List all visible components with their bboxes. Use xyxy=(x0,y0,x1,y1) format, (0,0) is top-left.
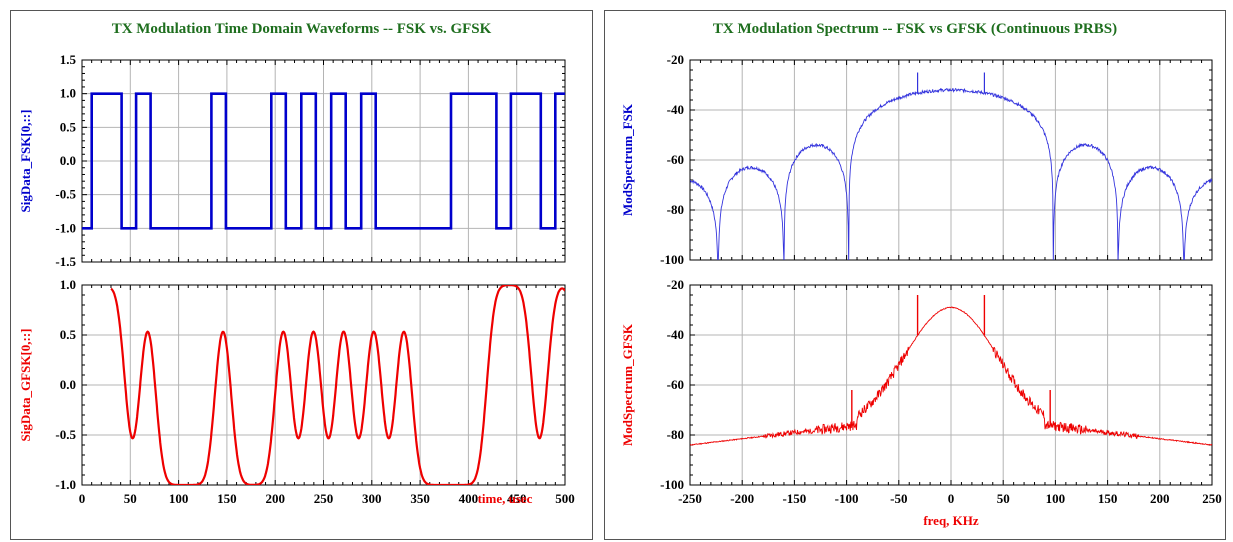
x-tick-label: 150 xyxy=(217,491,237,506)
x-tick-label: 400 xyxy=(459,491,479,506)
fsk-spectrum-line xyxy=(690,87,1212,260)
y-axis-label: ModSpectrum_FSK xyxy=(620,103,635,216)
y-tick-label: 1.0 xyxy=(60,86,76,101)
y-axis-label: ModSpectrum_GFSK xyxy=(620,323,635,446)
x-tick-label: 250 xyxy=(1202,491,1222,506)
x-tick-label: 50 xyxy=(124,491,137,506)
y-tick-label: 1.5 xyxy=(60,52,77,67)
x-tick-label: 350 xyxy=(410,491,430,506)
x-tick-label: 200 xyxy=(265,491,285,506)
y-tick-label: -80 xyxy=(667,427,684,442)
y-tick-label: -0.5 xyxy=(55,427,76,442)
x-tick-label: -50 xyxy=(890,491,907,506)
x-tick-label: -250 xyxy=(678,491,702,506)
y-tick-label: -100 xyxy=(660,477,684,492)
y-axis-label: SigData_GFSK[0,::] xyxy=(18,328,33,441)
y-tick-label: 0.0 xyxy=(60,153,76,168)
y-tick-label: -0.5 xyxy=(55,187,76,202)
spectrum-panel: TX Modulation Spectrum -- FSK vs GFSK (C… xyxy=(604,10,1226,540)
y-tick-label: -20 xyxy=(667,277,684,292)
y-tick-label: 0.5 xyxy=(60,119,77,134)
x-tick-label: 0 xyxy=(79,491,86,506)
x-tick-label: 250 xyxy=(314,491,334,506)
gfsk-spectrum-line xyxy=(690,306,1212,446)
x-tick-label: 450 xyxy=(507,491,527,506)
y-tick-label: -40 xyxy=(667,327,684,342)
x-tick-label: 200 xyxy=(1150,491,1170,506)
x-tick-label: -150 xyxy=(782,491,806,506)
y-tick-label: -60 xyxy=(667,377,684,392)
x-tick-label: -200 xyxy=(730,491,754,506)
y-tick-label: -1.5 xyxy=(55,254,76,269)
x-tick-label: 100 xyxy=(1046,491,1066,506)
x-tick-label: 0 xyxy=(948,491,955,506)
x-axis-label: freq, KHz xyxy=(923,513,979,528)
y-tick-label: -80 xyxy=(667,202,684,217)
y-axis-label: SigData_FSK[0,::] xyxy=(18,110,33,213)
time-domain-title: TX Modulation Time Domain Waveforms -- F… xyxy=(111,21,492,37)
x-tick-label: 300 xyxy=(362,491,382,506)
y-tick-label: -20 xyxy=(667,52,684,67)
y-tick-label: -100 xyxy=(660,252,684,267)
x-tick-label: -100 xyxy=(835,491,859,506)
gfsk-waveform-line xyxy=(110,285,565,485)
y-tick-label: -40 xyxy=(667,102,684,117)
y-tick-label: 0.5 xyxy=(60,327,77,342)
x-tick-label: 50 xyxy=(997,491,1010,506)
x-tick-label: 500 xyxy=(555,491,575,506)
x-tick-label: 100 xyxy=(169,491,189,506)
x-axis-label: time, usec xyxy=(478,491,533,506)
y-tick-label: 0.0 xyxy=(60,377,76,392)
y-tick-label: -60 xyxy=(667,152,684,167)
y-tick-label: -1.0 xyxy=(55,477,76,492)
y-tick-label: 1.0 xyxy=(60,277,76,292)
fsk-waveform-line xyxy=(82,92,565,230)
spectrum-title: TX Modulation Spectrum -- FSK vs GFSK (C… xyxy=(712,21,1118,37)
y-tick-label: -1.0 xyxy=(55,220,76,235)
x-tick-label: 150 xyxy=(1098,491,1118,506)
